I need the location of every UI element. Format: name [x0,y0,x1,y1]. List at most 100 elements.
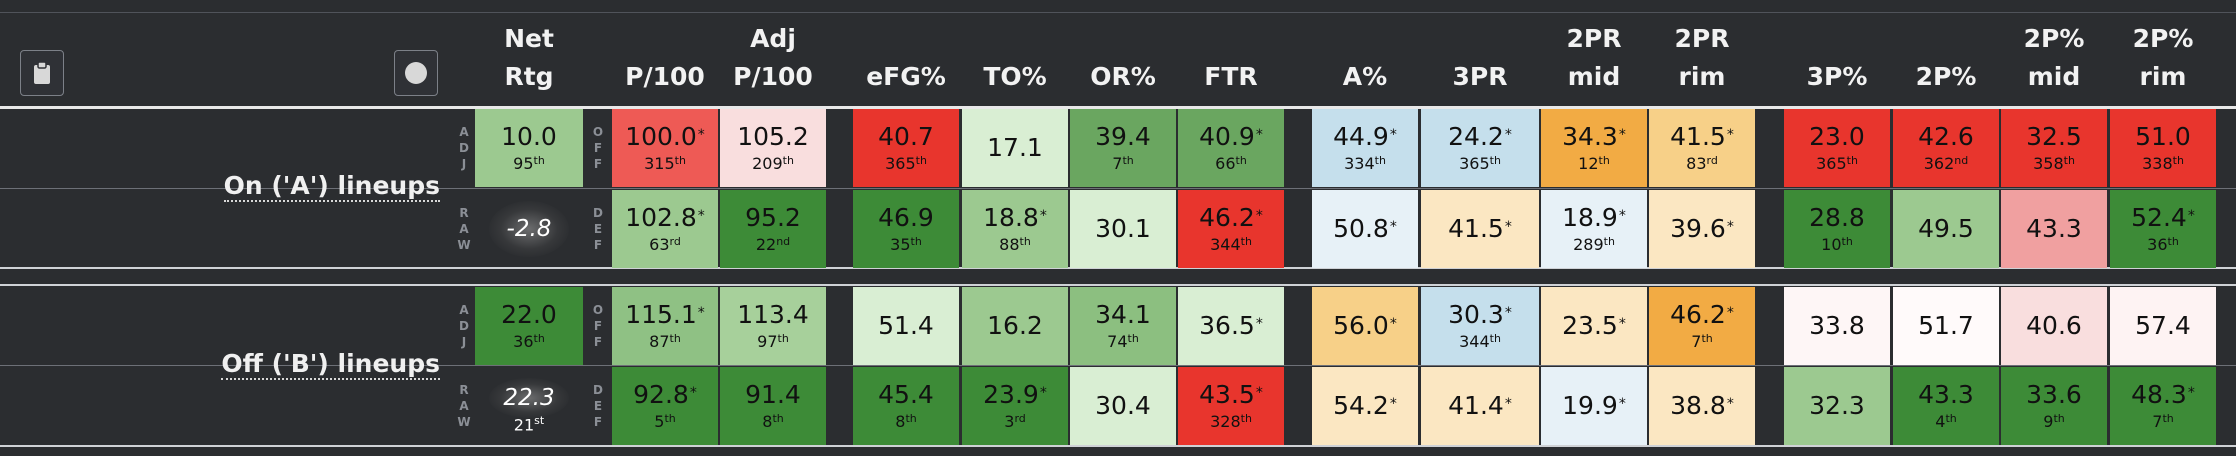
header-adjp100[interactable]: Adj P/100 [720,20,826,96]
lineup-group-label[interactable]: Off ('B') lineups [150,349,440,380]
stat-value: 41.5* [1670,122,1734,151]
header-line1: 2PR [1674,24,1730,53]
rank-number: 83 [1686,153,1707,173]
stat-number: 30.1 [1095,214,1151,243]
rank-suffix: th [1489,331,1501,345]
stat-rank: 66th [1215,154,1247,174]
stat-value: 41.5* [1448,215,1512,243]
stat-value: 115.1* [625,300,705,329]
rank-suffix: th [1240,411,1252,425]
header-ftr[interactable]: FTR [1178,20,1284,96]
circle-toggle-button[interactable] [394,50,438,96]
stat-number: 22.3 [503,384,555,411]
header-line1: Adj [750,24,796,53]
rank-number: 87 [649,331,670,351]
rank-number: 66 [1215,153,1236,173]
header-to[interactable]: TO% [962,20,1068,96]
header-line1 [612,20,718,58]
rank-number: 7 [1112,153,1123,173]
stat-value: 30.3* [1448,299,1512,329]
stat-rank: 36th [2147,235,2179,255]
header-net[interactable]: Net Rtg [475,20,583,96]
defense-threep-cell: 28.8 10th [1784,190,1890,268]
stat-value: 17.1 [987,134,1043,162]
rank-number: 289 [1573,234,1604,254]
lineup-group-link[interactable]: Off ('B') lineups [221,349,440,380]
net-rating-raw-value: 22.3 [489,377,569,418]
stat-value: 33.6 [2026,380,2082,409]
estimate-asterisk: * [1389,396,1397,412]
defense-twop-cell: 43.3 4th [1893,367,1999,445]
lineup-group-label[interactable]: On ('A') lineups [150,171,440,202]
header-line2: 3PR [1452,62,1508,91]
rank-suffix: th [772,411,784,425]
header-twop[interactable]: 2P% [1893,20,1999,96]
defense-p100-cell: 102.8* 63rd [612,190,718,268]
offense-p100-cell: 100.0* 315th [612,109,718,187]
header-twoprrim[interactable]: 2PR rim [1649,20,1755,96]
stat-number: 30.3 [1448,299,1504,329]
header-p100[interactable]: P/100 [612,20,718,96]
header-twoprim[interactable]: 2P% rim [2110,20,2216,96]
header-twoprmid[interactable]: 2PR mid [1541,20,1647,96]
defense-ftr-cell: 43.5* 328th [1178,367,1284,445]
defense-ftr-cell: 46.2* 344th [1178,190,1284,268]
defense-twopmid-cell: 33.6 9th [2001,367,2107,445]
stat-rank: 22nd [756,235,790,255]
header-efg[interactable]: eFG% [853,20,959,96]
rank-suffix: th [1122,153,1134,167]
rank-number: 8 [762,411,773,431]
stat-value: 34.3* [1562,122,1626,151]
rank-suffix: th [2172,153,2184,167]
header-line2: OR% [1090,62,1156,91]
header-twopmid[interactable]: 2P% mid [2001,20,2107,96]
header-line1 [1784,20,1890,58]
stat-number: 30.4 [1095,391,1151,420]
rank-suffix: th [664,411,676,425]
stat-rank: 8th [762,412,783,432]
def-label-letter: D [593,206,603,220]
net-rating-raw: 22.3 21st [475,367,583,445]
stat-number: -2.8 [506,216,552,242]
header-line2: A% [1342,62,1388,91]
rank-suffix: th [1127,331,1139,345]
raw-label-letter: R [459,206,469,220]
raw-label-letter: A [459,399,469,413]
stat-number: 24.2 [1448,121,1504,151]
group-divider [0,267,2236,269]
stat-rank: 358th [2033,154,2075,174]
header-threep[interactable]: 3P% [1784,20,1890,96]
stat-rank: 88th [999,235,1031,255]
rank-number: 5 [654,411,665,431]
stat-number: 39.6 [1670,214,1726,243]
stat-value: 33.8 [1809,312,1865,340]
rank-number: 358 [2033,153,2064,173]
offense-threepr-cell: 30.3* 344th [1421,287,1539,365]
rank-suffix: th [1019,234,1031,248]
offense-threep-cell: 33.8 [1784,287,1890,365]
stat-number: 10.0 [501,121,557,151]
estimate-asterisk: * [1618,316,1626,332]
stat-value: 32.3 [1809,392,1865,420]
header-or[interactable]: OR% [1070,20,1176,96]
clipboard-button[interactable] [20,50,64,96]
stat-value: 28.8 [1809,203,1865,232]
defense-adjp100-cell: 95.2 22nd [720,190,826,268]
defense-twopmid-cell: 43.3 [2001,190,2107,268]
header-line2: mid [2027,62,2081,91]
header-line2: rim [1678,62,1726,91]
offense-threep-cell: 23.0 365th [1784,109,1890,187]
stat-value: 48.3* [2131,380,2195,409]
header-threepr[interactable]: 3PR [1421,20,1539,96]
estimate-asterisk: * [1618,396,1626,412]
rank-number: 344 [1459,331,1490,351]
stat-number: 22.0 [501,299,557,329]
lineup-group-link[interactable]: On ('A') lineups [223,171,440,202]
stat-number: 23.0 [1809,121,1865,151]
estimate-asterisk: * [1504,219,1512,235]
def-label-letter: D [593,383,603,397]
header-a[interactable]: A% [1312,20,1418,96]
rank-suffix: th [1374,153,1386,167]
defense-a-cell: 54.2* [1312,367,1418,445]
